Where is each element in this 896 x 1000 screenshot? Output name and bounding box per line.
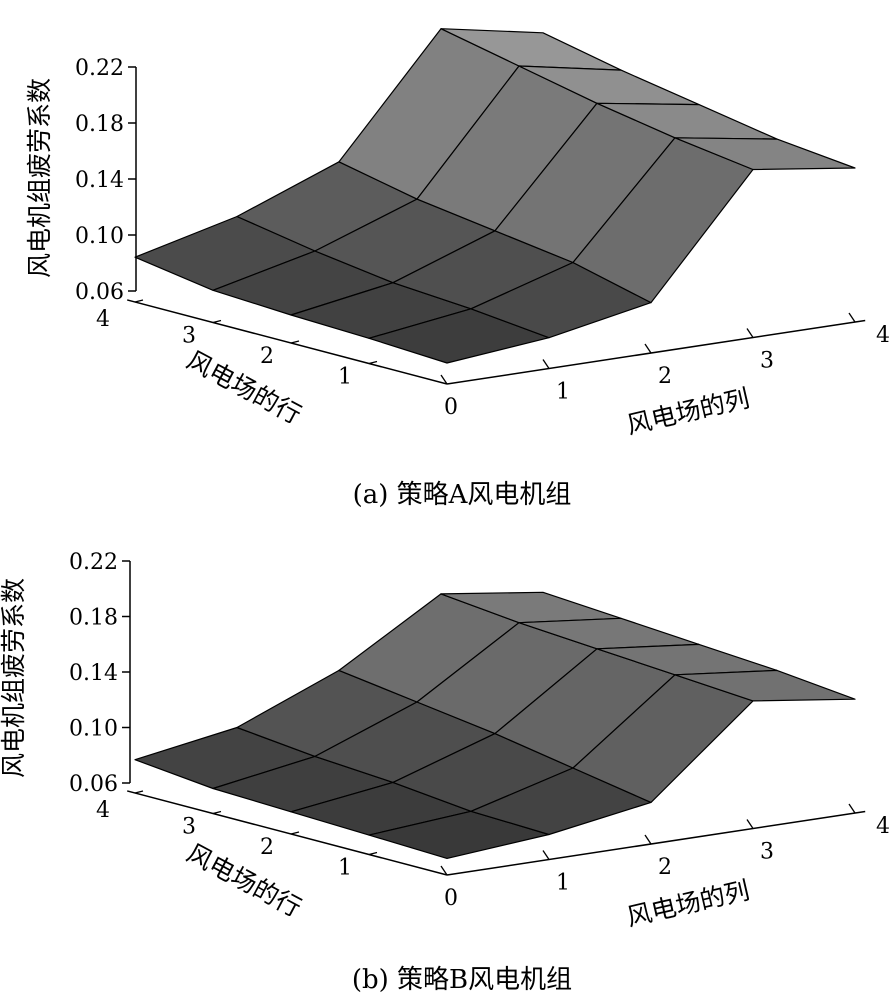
x-tick-mark: [848, 312, 856, 323]
panel-a-z-axis-title: 风电机组疲劳系数: [25, 78, 54, 278]
x-axis-line: [446, 319, 866, 385]
panel-a-y-axis-title: 风电场的行: [182, 345, 306, 429]
x-tick-label: 2: [658, 855, 672, 880]
x-tick-mark: [746, 819, 754, 829]
x-tick-mark: [440, 374, 448, 385]
panel-b-z-ticks: 0.22 0.18 0.14 0.10 0.06: [69, 550, 130, 797]
x-tick-label: 2: [658, 364, 672, 389]
y-tick-label: 2: [260, 835, 274, 860]
x-tick-mark: [542, 850, 550, 860]
x-tick-mark: [746, 328, 754, 338]
x-tick-label: 1: [556, 871, 570, 896]
y-tick-label: 4: [96, 307, 110, 332]
z-tick-label: 0.10: [69, 717, 118, 742]
x-tick-mark: [644, 834, 652, 845]
z-tick-label: 0.14: [75, 168, 124, 193]
panel-b-caption: (b) 策略B风电机组: [352, 965, 572, 995]
y-tick-mark: [134, 299, 144, 303]
y-tick-mark: [290, 831, 300, 835]
x-tick-label: 3: [760, 349, 774, 374]
x-tick-label: 0: [444, 395, 458, 420]
panel-b-x-ticks: 0 1 2 3 4: [440, 803, 890, 911]
panel-b-surface: [134, 591, 856, 860]
y-tick-mark: [134, 790, 144, 794]
x-tick-mark: [440, 865, 448, 876]
panel-a-y-ticks: 1 2 3 4: [96, 299, 378, 390]
z-tick-label: 0.22: [75, 56, 124, 81]
panel-a-caption: (a) 策略A风电机组: [353, 480, 572, 510]
z-tick-label: 0.10: [75, 224, 124, 249]
z-tick-label: 0.22: [69, 550, 118, 575]
y-tick-mark: [212, 319, 222, 324]
panel-b-x-axis-title: 风电场的列: [624, 876, 752, 932]
z-tick-label: 0.06: [75, 280, 124, 305]
y-tick-mark: [368, 851, 378, 856]
y-tick-label: 2: [260, 344, 274, 369]
y-tick-mark: [290, 340, 300, 344]
x-tick-label: 1: [556, 380, 570, 405]
panel-b-surface-chart: 0.22 0.18 0.14 0.10 0.06 0 1 2 3 4 1 2 3 4 风电机组疲劳系数…: [0, 550, 890, 995]
y-axis-line: [127, 299, 448, 385]
x-tick-mark: [644, 343, 652, 354]
x-axis-line: [446, 810, 866, 876]
y-tick-label: 4: [96, 798, 110, 823]
y-tick-label: 1: [338, 365, 352, 390]
x-tick-mark: [542, 359, 550, 369]
x-tick-label: 0: [444, 886, 458, 911]
z-tick-label: 0.14: [69, 661, 118, 686]
panel-b-y-ticks: 1 2 3 4: [96, 790, 378, 881]
y-tick-mark: [212, 810, 222, 815]
x-tick-mark: [848, 803, 856, 814]
panel-a-x-axis-title: 风电场的列: [624, 384, 752, 440]
y-tick-label: 3: [182, 815, 196, 840]
panel-a-z-ticks: 0.22 0.18 0.14 0.10 0.06: [75, 56, 136, 305]
panel-a-surface-chart: 0.22 0.18 0.14 0.10 0.06 0 1 2 3 4 1 2 3 4 风电机组疲劳系数…: [25, 28, 890, 510]
panel-a-surface: [134, 28, 856, 364]
y-tick-label: 3: [182, 324, 196, 349]
x-tick-label: 4: [876, 814, 890, 839]
x-tick-label: 3: [760, 840, 774, 865]
x-tick-label: 4: [876, 323, 890, 348]
y-tick-label: 1: [338, 856, 352, 881]
panel-a-x-ticks: 0 1 2 3 4: [440, 312, 890, 420]
surface-patch-r0-c3: [674, 137, 856, 171]
y-tick-mark: [368, 360, 378, 365]
y-axis-line: [127, 790, 448, 876]
z-tick-label: 0.18: [75, 112, 124, 137]
z-tick-label: 0.06: [69, 772, 118, 797]
panel-b-y-axis-title: 风电场的行: [182, 838, 306, 922]
panel-b-z-axis-title: 风电机组疲劳系数: [0, 578, 28, 778]
surface-patch-r0-c3: [674, 669, 856, 702]
z-tick-label: 0.18: [69, 606, 118, 631]
